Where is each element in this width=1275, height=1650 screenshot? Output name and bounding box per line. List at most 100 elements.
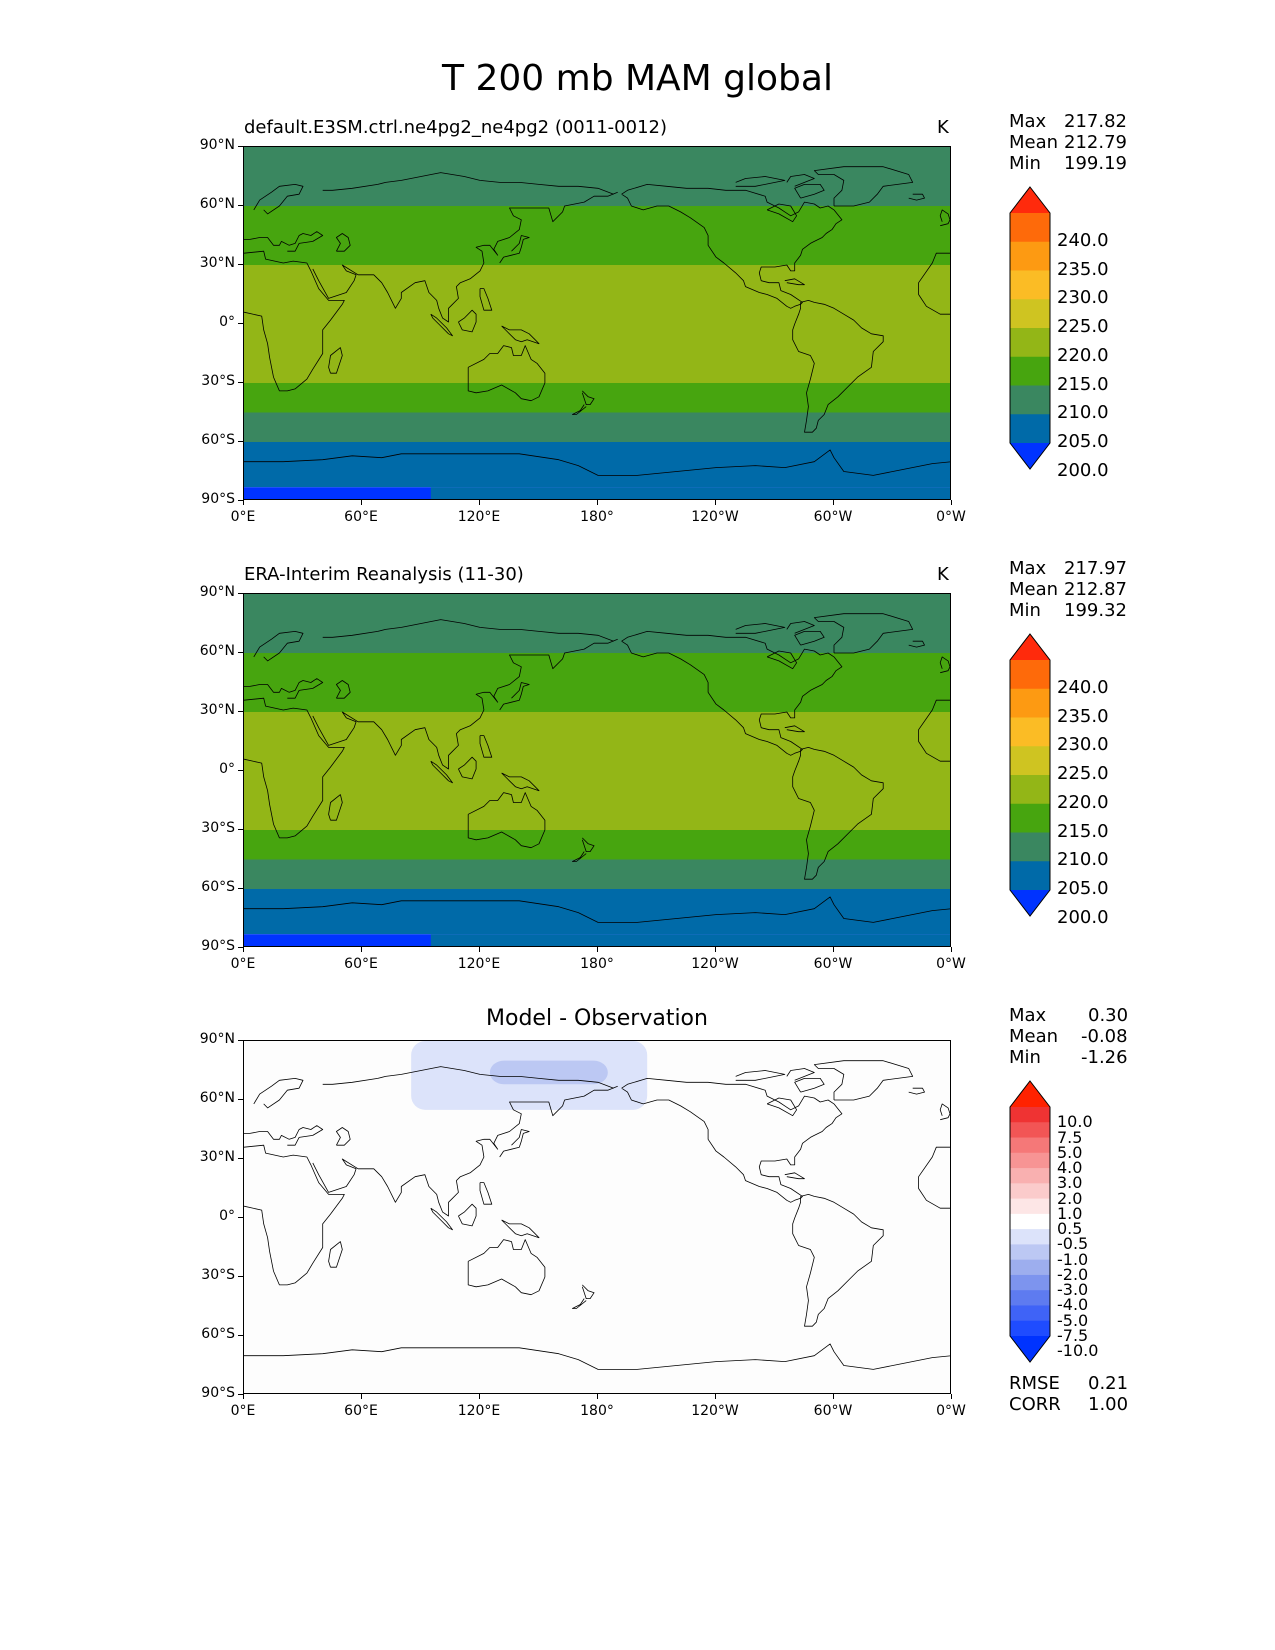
panel3-field [244,1041,950,1393]
lon-tick [950,500,952,505]
lat-tick-label: 30°N [199,1149,235,1165]
field-band [244,859,950,889]
lon-tick [714,500,716,505]
panel1-title: default.E3SM.ctrl.ne4pg2_ne4pg2 (0011-00… [244,117,667,138]
colorbar-tick-label: -10.0 [1057,1341,1099,1361]
panel3-map [243,1040,951,1394]
field-band [244,653,950,712]
lon-tick-label: 60°W [813,956,853,972]
colorbar-swatch [1010,1305,1050,1322]
coastline [918,1146,950,1209]
lat-tick [238,1098,243,1100]
colorbar-tick-label: 230.0 [1057,287,1109,309]
panel3-max-value: 0.30 [1088,1005,1129,1026]
panel2-max-value: 217.97 [1064,558,1127,579]
panel2-title: ERA-Interim Reanalysis (11-30) [244,564,524,585]
lon-tick [596,500,598,505]
lat-tick [238,592,243,594]
coastlines [244,1060,950,1370]
lon-tick [242,1394,244,1399]
colorbar-swatch [1010,688,1050,718]
lon-tick-label: 0°W [936,1403,966,1419]
field-band [244,442,950,488]
lon-tick-label: 120°W [691,956,739,972]
coastline [571,1298,587,1309]
colorbar-tick-label: 225.0 [1057,316,1109,337]
lon-tick-label: 60°E [344,956,378,972]
coastline [939,209,950,227]
colorbar-swatch [1010,270,1050,300]
colorbar-swatches [1009,1080,1051,1363]
coastline [735,1070,786,1081]
lat-tick [238,1334,243,1336]
lon-tick-label: 0°E [230,956,256,972]
field-band [244,594,950,653]
colorbar-swatches [1009,633,1051,917]
coastline [939,1103,950,1121]
colorbar-tick-label: 230.0 [1057,734,1109,756]
lon-tick-label: 0°W [936,509,966,525]
colorbar-swatch [1010,1320,1050,1337]
colorbar-swatch [1010,660,1050,690]
coastline [735,176,786,187]
rmse-value: 0.21 [1088,1373,1129,1394]
coastline [766,1097,797,1117]
colorbar-swatch [1010,385,1050,415]
lat-tick-label: 90°S [201,491,235,507]
lon-tick [832,500,834,505]
coastline [499,235,530,264]
coastline [813,166,914,207]
lat-tick-label: 0° [219,761,235,777]
lat-tick-label: 60°S [201,1326,235,1342]
panel1-max-label: Max [1009,111,1047,132]
coastline [918,699,950,762]
coastline [312,191,618,323]
coastline [244,1343,950,1370]
lat-tick-label: 60°N [199,643,235,659]
lon-tick [950,947,952,952]
field-band [244,712,950,830]
lon-tick [242,500,244,505]
coastline [792,299,884,433]
coastline [813,613,914,654]
rmse-label: RMSE [1009,1373,1060,1394]
lat-tick-label: 90°N [199,584,235,600]
coastline [253,184,304,215]
colorbar-swatch [1010,1152,1050,1169]
colorbar-tick-label: 10.0 [1057,1112,1093,1132]
lon-tick [596,1394,598,1399]
field-band [244,206,950,265]
coastline [784,278,805,286]
lat-tick [238,1393,243,1395]
coastline [766,650,797,670]
lon-tick [360,947,362,952]
lon-tick [360,1394,362,1399]
lon-tick [478,947,480,952]
colorbar-tick-label: 3.0 [1057,1173,1083,1193]
lat-tick-label: 30°S [201,373,235,389]
lat-tick-label: 60°S [201,432,235,448]
coastline [939,656,950,674]
panel3-mean-label: Mean [1009,1026,1059,1047]
lon-tick-label: 120°W [691,1403,739,1419]
coastline [581,1284,595,1300]
coastline [794,184,825,199]
lon-tick [832,1394,834,1399]
colorbar-swatch [1010,1213,1050,1230]
colorbar-swatch [1010,1244,1050,1261]
coastline [244,697,345,839]
coastline [499,1129,530,1158]
panel1-mean-value: 212.79 [1064,132,1127,153]
lon-tick-label: 180° [580,509,614,525]
colorbar-swatch [1010,414,1050,444]
colorbar-tick-label: 200.0 [1057,906,1109,928]
panel3-max-label: Max [1009,1005,1047,1026]
coastline [784,1172,805,1180]
field-band [430,487,950,499]
field-lobe [657,182,805,206]
colorbar-tick-label: 240.0 [1057,229,1109,251]
colorbar-swatch [1010,1122,1050,1139]
coastline [328,794,343,821]
coastline [322,172,614,195]
colorbar-swatch [1010,717,1050,747]
